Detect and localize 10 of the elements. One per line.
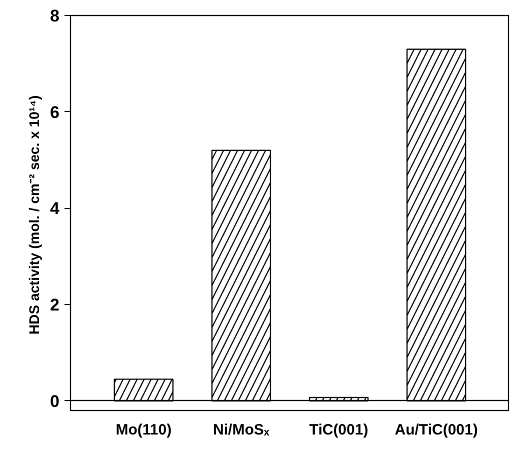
y-axis-title: HDS activity (mol. / cm⁻² sec. x 10¹⁴) <box>26 95 42 335</box>
y-tick-label: 0 <box>50 392 60 411</box>
y-tick-label: 6 <box>50 102 60 122</box>
y-tick-label: 2 <box>50 296 60 315</box>
y-tick-label: 4 <box>50 199 60 218</box>
x-tick-label: TiC(001) <box>309 422 368 438</box>
x-tick-label: Au/TiC(001) <box>394 422 478 438</box>
x-tick-label: Mo(110) <box>116 422 172 438</box>
x-tick-label: Ni/MoSₓ <box>213 422 270 438</box>
y-tick-label: 8 <box>50 6 60 26</box>
